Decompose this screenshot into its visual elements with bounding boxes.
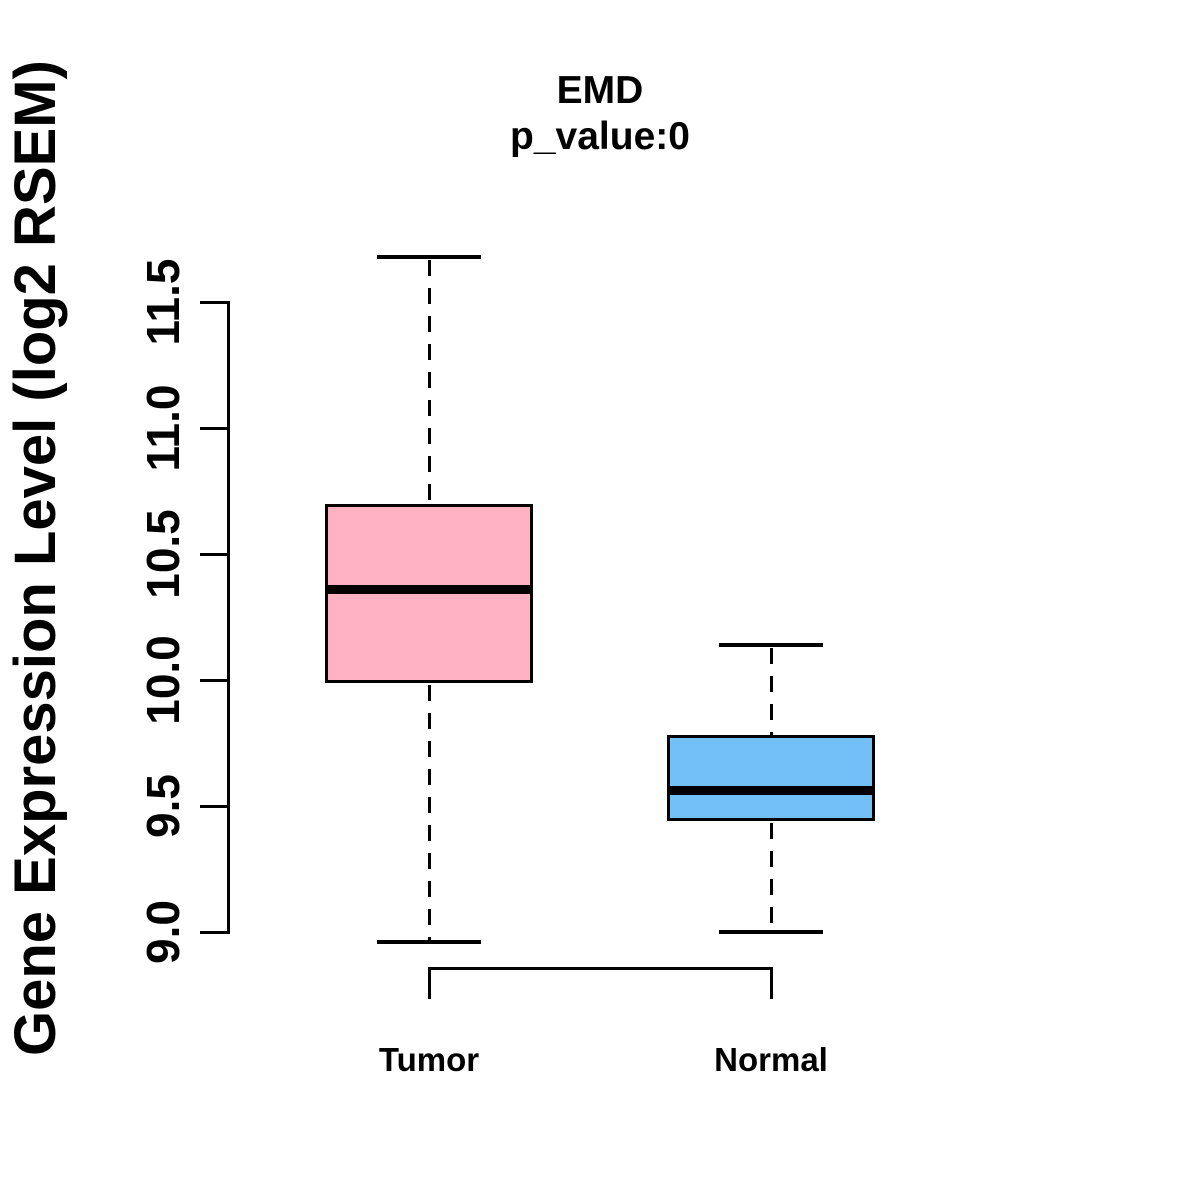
upper-whisker-line (427, 259, 431, 504)
upper-whisker-cap (719, 642, 823, 647)
y-tick-label: 10.5 (137, 509, 189, 599)
chart-title: EMD (556, 69, 644, 112)
y-axis-title: Gene Expression Level (log2 RSEM) (3, 60, 68, 1056)
box-normal (667, 735, 875, 822)
y-tick-label: 9.0 (137, 900, 189, 964)
y-tick-mark (200, 426, 228, 430)
lower-whisker-cap (377, 940, 481, 945)
x-category-label-tumor: Tumor (378, 1041, 480, 1078)
lower-whisker-line (769, 823, 773, 931)
y-axis-line (227, 300, 230, 934)
y-tick-mark (200, 300, 228, 304)
median-line (667, 786, 875, 796)
lower-whisker-line (427, 684, 431, 942)
upper-whisker-line (769, 647, 773, 736)
x-axis-line (427, 966, 773, 970)
y-tick-label: 11.5 (137, 258, 189, 346)
y-tick-mark (200, 678, 228, 682)
x-tick-mark (769, 968, 773, 999)
y-tick-label: 9.5 (137, 774, 189, 838)
lower-whisker-cap (719, 930, 823, 934)
y-tick-label: 11.0 (137, 384, 189, 472)
y-tick-mark (200, 930, 228, 934)
upper-whisker-cap (377, 254, 481, 259)
median-line (325, 584, 533, 594)
x-tick-mark (427, 968, 431, 999)
chart-subtitle: p_value:0 (510, 115, 690, 158)
y-tick-mark (200, 804, 228, 808)
x-category-label-normal: Normal (714, 1041, 828, 1078)
y-tick-label: 10.0 (137, 635, 189, 725)
y-tick-mark (200, 552, 228, 556)
